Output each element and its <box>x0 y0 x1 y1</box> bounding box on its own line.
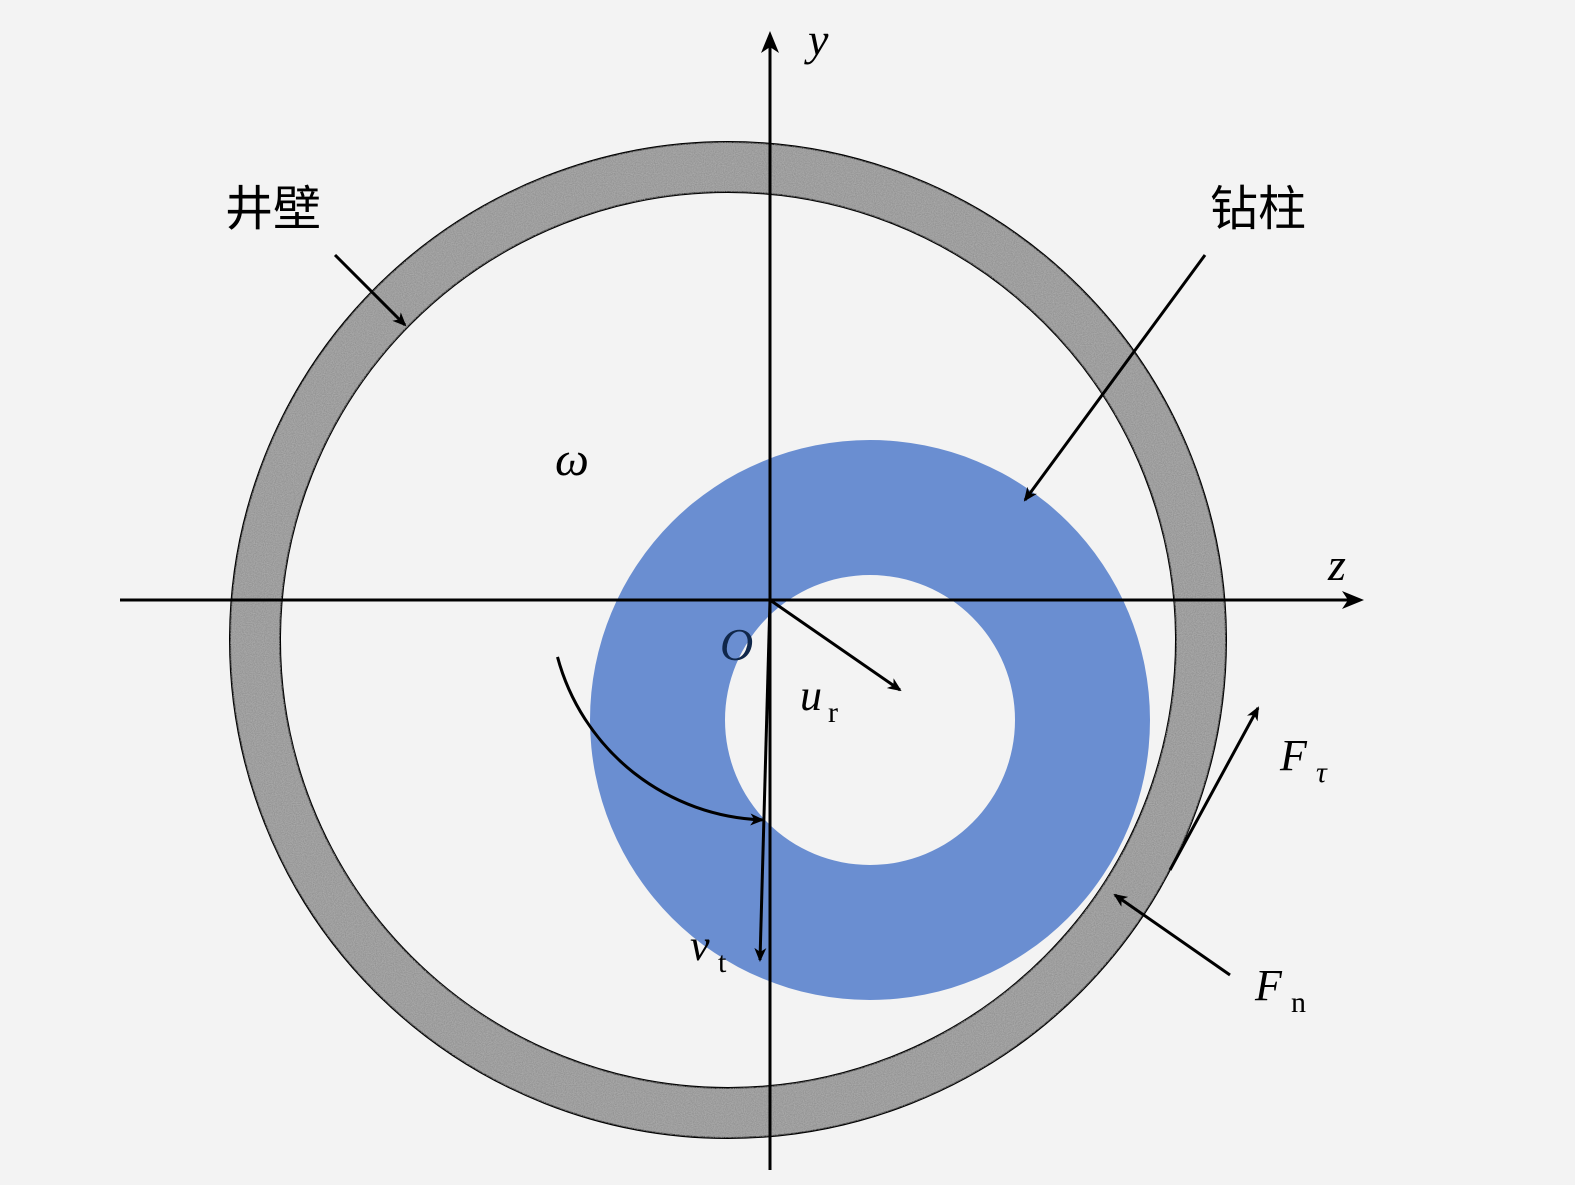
origin-label: O <box>720 619 753 670</box>
diagram-canvas: y z O ω u r v t F τ F n 井壁 钻柱 <box>0 0 1575 1185</box>
omega-label: ω <box>555 433 589 486</box>
drillstring-label: 钻柱 <box>1210 183 1306 236</box>
z-axis-label: z <box>1327 539 1346 590</box>
wellbore-wall-label: 井壁 <box>225 183 321 236</box>
y-axis-label: y <box>804 14 829 65</box>
